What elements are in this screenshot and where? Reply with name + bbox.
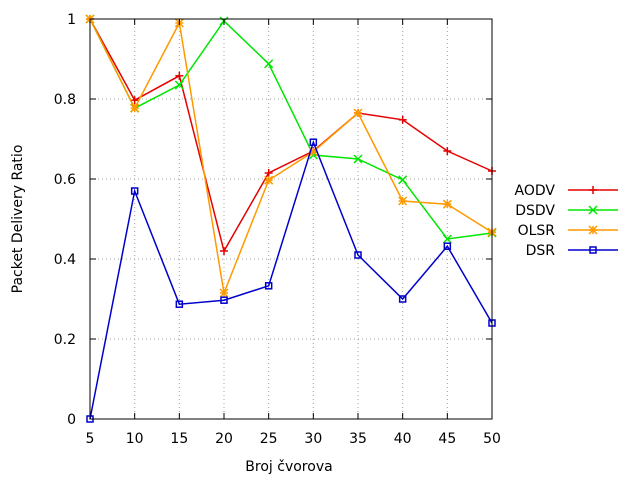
data-point-aodv [175,71,184,80]
data-point-dsr [175,300,184,308]
marker-stroke [264,59,274,69]
data-point-olsr [264,175,274,185]
x-tick-label: 20 [215,431,233,447]
marker-stroke [442,199,452,209]
data-point-aodv [220,247,228,255]
legend: AODV DSDV OLSR DSR [515,183,618,259]
series-lines [85,14,497,423]
marker-stroke [398,196,408,206]
marker-stroke [589,246,597,254]
y-tick-label: 1 [67,12,76,28]
marker-stroke [398,175,408,185]
data-point-dsr [309,138,318,146]
data-point-dsdv [174,80,184,90]
data-point-dsr [354,251,362,259]
data-point-olsr [442,199,452,209]
y-tick-label: 0.8 [54,92,76,108]
marker-stroke [354,251,362,259]
marker-stroke [130,103,140,113]
y-axis-label: Packet Delivery Ratio [10,145,26,294]
y-tick-label: 0.4 [54,252,76,268]
data-point-aodv [264,169,273,177]
axis-ticks: 5 10 15 20 25 30 35 40 45 50 0 0.2 0.4 0.6 0.8 1 [54,12,501,447]
data-point-dsr [130,187,139,195]
legend-marker-aodv [589,186,597,194]
legend-marker-dsr [589,246,597,254]
series-line-dsdv [89,18,493,240]
marker-stroke [443,242,452,250]
x-tick-label: 30 [304,431,322,447]
data-point-olsr [130,103,140,113]
data-point-dsr [220,296,228,304]
data-point-aodv [443,147,452,155]
data-point-dsr [443,242,452,250]
data-point-dsr [264,282,273,290]
marker-stroke [219,288,229,298]
data-point-olsr [353,108,363,118]
marker-stroke [442,234,452,244]
data-point-dsdv [398,175,408,185]
series-line-olsr [89,18,493,296]
x-tick-label: 15 [170,431,188,447]
legend-label-aodv: AODV [515,183,556,199]
marker-stroke [398,295,407,303]
x-tick-label: 50 [483,431,501,447]
x-tick-label: 10 [126,431,144,447]
marker-stroke [264,282,273,290]
x-tick-label: 25 [260,431,278,447]
legend-label-olsr: OLSR [518,223,556,239]
marker-stroke [353,108,363,118]
grid [90,19,492,419]
data-point-olsr [398,196,408,206]
series-line-dsr [89,139,493,420]
data-point-dsr [398,295,407,303]
marker-stroke [309,138,318,146]
marker-stroke [353,154,363,164]
legend-marker-olsr [588,225,598,235]
marker-stroke [174,80,184,90]
legend-marker-dsdv [588,205,598,215]
legend-label-dsdv: DSDV [515,203,555,219]
data-point-dsdv [353,154,363,164]
marker-stroke [588,205,598,215]
data-point-dsdv [264,59,274,69]
marker-stroke [220,296,228,304]
legend-label-dsr: DSR [526,243,556,259]
y-tick-label: 0.2 [54,332,76,348]
plot-frame [89,18,493,420]
data-point-dsdv [442,234,452,244]
data-point-aodv [398,115,407,124]
x-axis-label: Broj čvorova [245,459,332,475]
marker-stroke [130,187,139,195]
series-line-aodv [89,18,493,253]
y-tick-label: 0 [67,412,76,428]
data-point-olsr [219,288,229,298]
x-tick-label: 5 [86,431,95,447]
x-tick-label: 40 [394,431,412,447]
x-tick-label: 35 [349,431,367,447]
marker-stroke [175,300,184,308]
marker-stroke [264,175,274,185]
y-tick-label: 0.6 [54,172,76,188]
marker-stroke [588,225,598,235]
data-point-aodv [130,96,139,105]
x-tick-label: 45 [438,431,456,447]
